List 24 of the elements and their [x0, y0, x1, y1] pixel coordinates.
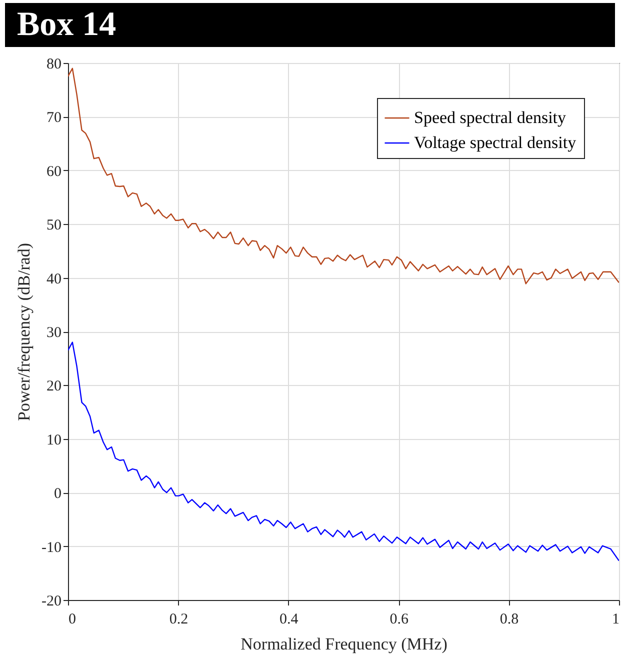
y-tick-label: 10 [46, 432, 62, 448]
y-tick-label: 30 [46, 325, 62, 341]
y-tick-label: 40 [46, 271, 62, 288]
x-tick-label: 1 [612, 612, 620, 628]
x-tick-label: 0.4 [280, 612, 299, 628]
y-tick-label: 70 [46, 110, 62, 126]
x-tick-label: 0.8 [500, 612, 519, 628]
y-tick-label: 60 [46, 164, 62, 180]
y-tick-label: 0 [54, 486, 62, 502]
chart-title: Box 14 [5, 3, 615, 47]
y-tick-label: 80 [46, 56, 62, 72]
x-tick-label: 0 [68, 612, 76, 628]
y-axis-title: Power/frequency (dB/rad) [14, 243, 34, 421]
legend-label: Speed spectral density [414, 108, 567, 127]
y-tick-label: -20 [42, 594, 62, 610]
y-tick-label: -10 [42, 540, 62, 556]
line-series [68, 68, 619, 284]
y-tick-label: 20 [46, 378, 62, 395]
x-axis-title: Normalized Frequency (MHz) [240, 634, 448, 654]
line-series [68, 342, 619, 562]
x-tick-label: 0.6 [390, 612, 409, 628]
y-tick-label: 50 [46, 218, 62, 234]
x-tick-label: 0.2 [169, 612, 188, 628]
legend-label: Voltage spectral density [414, 133, 577, 152]
